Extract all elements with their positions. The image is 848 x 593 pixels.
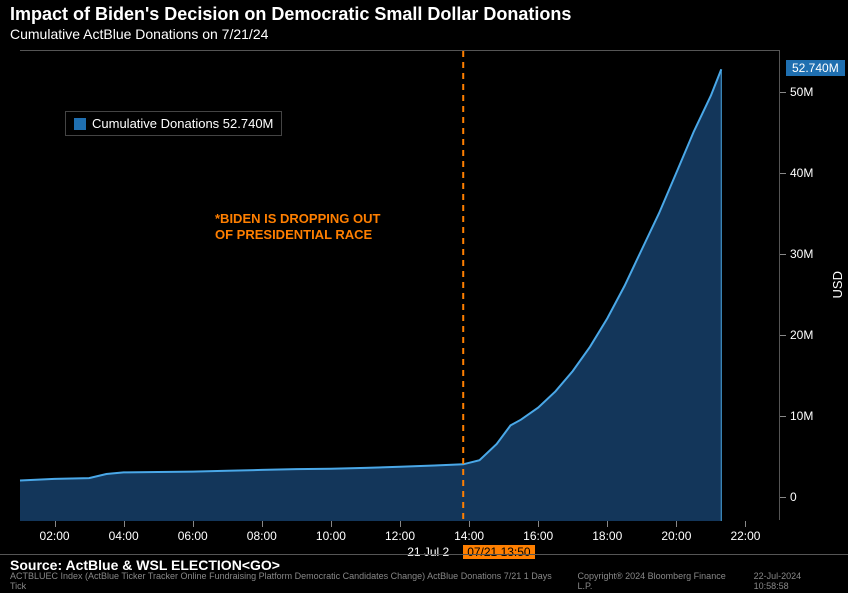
y-tick-label: 40M [790, 166, 813, 180]
legend: Cumulative Donations 52.740M [65, 111, 282, 136]
x-tick-mark [400, 521, 401, 527]
x-tick-mark [124, 521, 125, 527]
event-annotation: *BIDEN IS DROPPING OUT OF PRESIDENTIAL R… [215, 211, 380, 244]
x-tick-label: 16:00 [523, 529, 553, 543]
y-tick-mark [780, 254, 786, 255]
y-tick-label: 0 [790, 490, 797, 504]
y-tick-mark [780, 416, 786, 417]
x-tick-label: 04:00 [109, 529, 139, 543]
y-axis-title: USD [830, 271, 845, 298]
footer-copyright: Copyright® 2024 Bloomberg Finance L.P. [577, 571, 741, 591]
last-value-flag: 52.740M [786, 60, 845, 76]
x-event-time-label: 07/21 13:50 [463, 545, 534, 559]
x-tick-label: 10:00 [316, 529, 346, 543]
x-tick-label: 06:00 [178, 529, 208, 543]
area-fill [20, 69, 721, 521]
x-tick-mark [469, 521, 470, 527]
x-tick-mark [331, 521, 332, 527]
y-tick-mark [780, 173, 786, 174]
y-tick-mark [780, 497, 786, 498]
y-tick-label: 20M [790, 328, 813, 342]
x-tick-mark [538, 521, 539, 527]
y-tick-label: 30M [790, 247, 813, 261]
x-tick-mark [676, 521, 677, 527]
footer-divider [0, 554, 848, 555]
x-tick-label: 14:00 [454, 529, 484, 543]
chart-title: Impact of Biden's Decision on Democratic… [10, 4, 571, 25]
x-tick-label: 12:00 [385, 529, 415, 543]
x-tick-mark [55, 521, 56, 527]
footer-index-desc: ACTBLUEC Index (ActBlue Ticker Tracker O… [10, 571, 565, 591]
x-tick-mark [262, 521, 263, 527]
legend-label: Cumulative Donations 52.740M [92, 116, 273, 131]
y-tick-mark [780, 92, 786, 93]
y-tick-label: 10M [790, 409, 813, 423]
plot-area: Cumulative Donations 52.740M *BIDEN IS D… [20, 50, 780, 520]
x-tick-mark [607, 521, 608, 527]
x-tick-label: 22:00 [730, 529, 760, 543]
y-tick-mark [780, 335, 786, 336]
legend-swatch [74, 118, 86, 130]
x-tick-label: 18:00 [592, 529, 622, 543]
footer-timestamp: 22-Jul-2024 10:58:58 [754, 571, 838, 591]
bloomberg-terminal-chart: Impact of Biden's Decision on Democratic… [0, 0, 848, 593]
footer: ACTBLUEC Index (ActBlue Ticker Tracker O… [10, 571, 838, 591]
x-tick-label: 08:00 [247, 529, 277, 543]
x-tick-label: 02:00 [40, 529, 70, 543]
chart-subtitle: Cumulative ActBlue Donations on 7/21/24 [10, 26, 268, 42]
x-tick-mark [193, 521, 194, 527]
y-tick-label: 50M [790, 85, 813, 99]
x-tick-mark [745, 521, 746, 527]
x-date-label: 21 Jul 2 [407, 545, 449, 559]
x-tick-label: 20:00 [661, 529, 691, 543]
